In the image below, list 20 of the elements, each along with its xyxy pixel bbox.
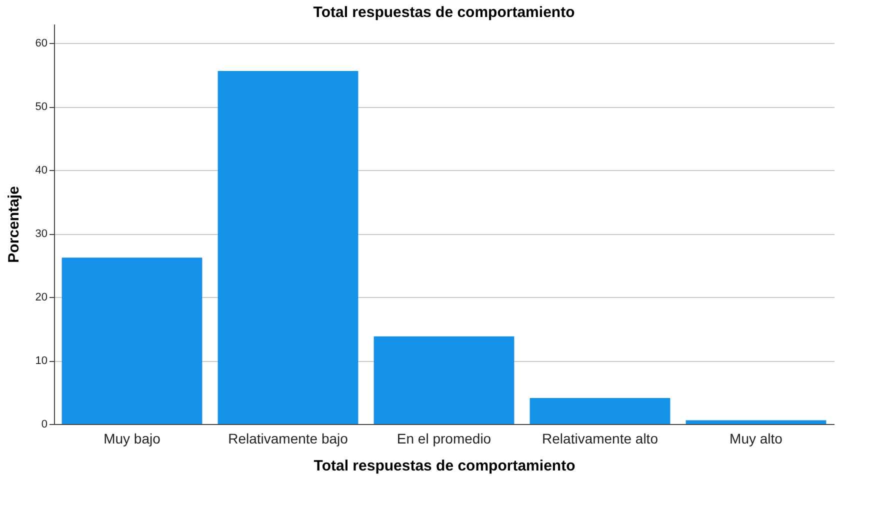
y-tick-label: 20 [35,292,48,304]
x-tick-label: Muy alto [730,430,783,446]
y-tick-label: 40 [35,164,48,177]
bar [62,258,202,424]
y-tick-label: 10 [35,355,48,368]
bar [374,336,514,424]
x-axis-title: Total respuestas de comportamiento [314,458,576,474]
chart-title: Total respuestas de comportamiento [313,4,575,21]
x-tick-label: Relativamente alto [542,430,658,446]
x-tick-label: En el promedio [396,430,492,446]
y-tick-label: 0 [41,418,48,430]
x-tick-label: Relativamente bajo [228,430,348,446]
bar [530,398,670,424]
y-tick-label: 60 [35,38,48,50]
y-tick-label: 30 [35,228,48,240]
y-axis-title: Porcentaje [5,186,22,263]
bar [218,70,358,424]
y-tick-label: 50 [35,101,48,114]
x-tick-label: Muy bajo [104,430,161,446]
bar [686,420,826,424]
